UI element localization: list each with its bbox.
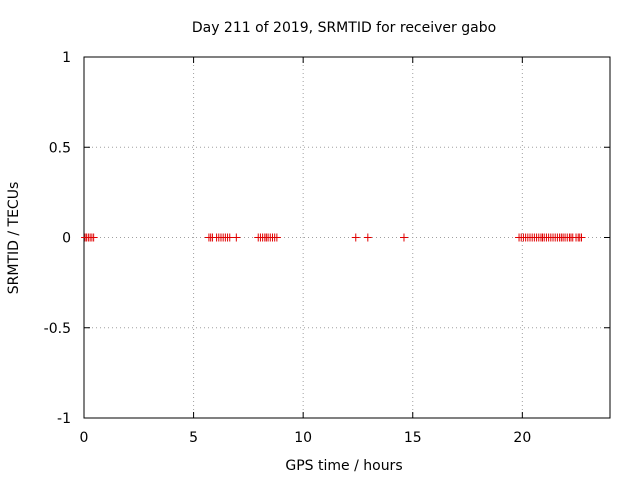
x-tick-label: 15: [404, 430, 422, 446]
data-point: [351, 233, 360, 242]
y-tick-label: -0.5: [44, 321, 71, 337]
chart-title: Day 211 of 2019, SRMTID for receiver gab…: [192, 20, 496, 36]
data-point: [272, 233, 281, 242]
data-point: [363, 233, 372, 242]
data-point: [89, 233, 98, 242]
x-tick-label: 10: [294, 430, 312, 446]
data-points: [81, 233, 586, 242]
y-tick-label: 1: [62, 50, 71, 66]
x-axis-label: GPS time / hours: [285, 458, 402, 474]
y-tick-label: 0: [62, 231, 71, 247]
data-point: [399, 233, 408, 242]
y-tick-label: 0.5: [49, 140, 71, 156]
data-point: [577, 233, 586, 242]
y-tick-label: -1: [57, 411, 71, 427]
x-tick-label: 5: [189, 430, 198, 446]
data-point: [232, 233, 241, 242]
x-tick-label: 20: [513, 430, 531, 446]
x-tick-label: 0: [80, 430, 89, 446]
axis-ticks: -1-0.500.510 5 10 15 20: [44, 50, 610, 446]
y-axis-label: SRMTID / TECUs: [6, 182, 22, 295]
